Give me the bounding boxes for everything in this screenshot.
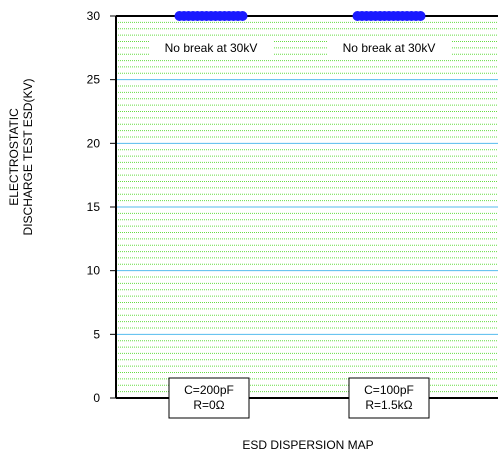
condition-box bbox=[348, 377, 430, 419]
y-tick-label: 0 bbox=[93, 391, 100, 405]
no-break-annotation: No break at 30kV bbox=[343, 41, 436, 55]
annotation-background bbox=[327, 39, 451, 57]
annotations: No break at 30kV No break at 30kV bbox=[149, 39, 451, 57]
condition-label: C=100pF bbox=[364, 383, 414, 397]
y-tick-label: 15 bbox=[87, 200, 101, 214]
y-tick-label: 10 bbox=[87, 264, 101, 278]
y-tick-labels: 0 5 10 15 20 25 30 bbox=[87, 9, 116, 405]
no-break-annotation: No break at 30kV bbox=[165, 41, 258, 55]
y-axis-label: ELECTROSTATIC DISCHARGE TEST ESD(KV) bbox=[7, 79, 35, 236]
y-tick-label: 30 bbox=[87, 9, 101, 23]
y-tick-label: 5 bbox=[93, 327, 100, 341]
y-tick-label: 25 bbox=[87, 73, 101, 87]
data-point bbox=[415, 11, 426, 21]
annotation-background bbox=[149, 39, 273, 57]
condition-label: R=0Ω bbox=[193, 398, 224, 412]
data-point bbox=[237, 11, 248, 21]
data-points bbox=[174, 11, 426, 21]
y-axis-label-line: DISCHARGE TEST ESD(KV) bbox=[21, 79, 35, 236]
condition-box bbox=[168, 377, 250, 419]
y-tick-label: 20 bbox=[87, 136, 101, 150]
condition-label: R=1.5kΩ bbox=[365, 398, 412, 412]
grid-lines bbox=[116, 16, 498, 398]
x-axis-label: ESD DISPERSION MAP bbox=[242, 438, 373, 452]
y-axis-label-line: ELECTROSTATIC bbox=[7, 108, 21, 206]
condition-label: C=200pF bbox=[184, 383, 234, 397]
